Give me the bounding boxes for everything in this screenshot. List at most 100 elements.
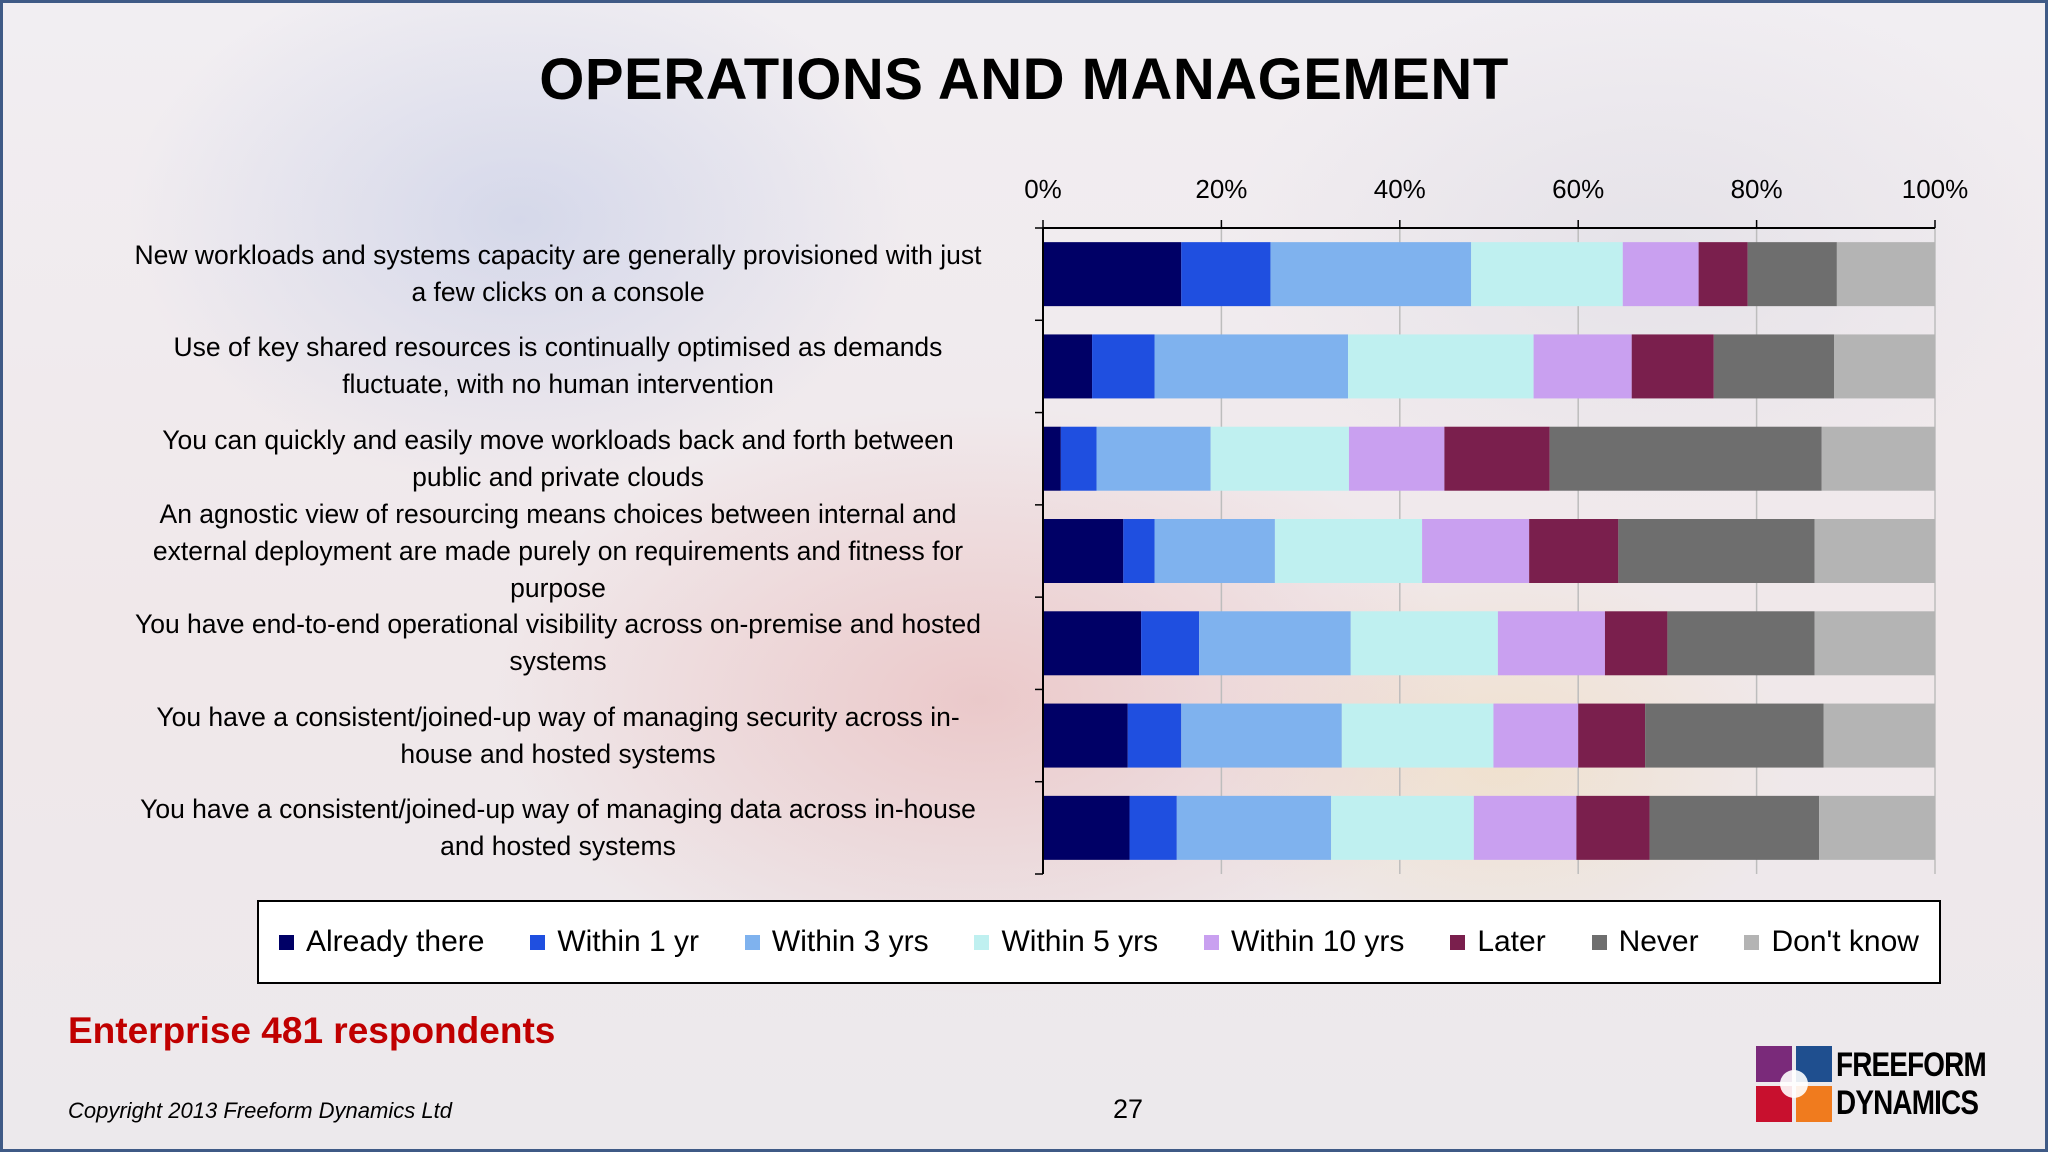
category-label-line: fluctuate, with no human intervention: [342, 369, 774, 400]
legend-item: Within 1 yr: [530, 925, 699, 959]
category-label: New workloads and systems capacity are g…: [98, 237, 1018, 311]
x-tick-label: 20%: [1195, 174, 1247, 204]
category-label-line: You have a consistent/joined-up way of m…: [140, 793, 976, 824]
freeform-dynamics-logo: FREEFORM DYNAMICS: [1756, 1046, 2008, 1122]
legend-label: Within 5 yrs: [1001, 925, 1159, 958]
category-label-line: You have a consistent/joined-up way of m…: [156, 701, 960, 732]
bar-segment: [1604, 611, 1668, 676]
bar-segment: [1814, 519, 1935, 583]
legend-swatch: [530, 934, 546, 950]
bar-segment: [1649, 795, 1820, 860]
x-tick-label: 80%: [1731, 174, 1783, 204]
category-label-line: external deployment are made purely on r…: [152, 535, 964, 566]
legend-label: Within 3 yrs: [771, 925, 929, 958]
logo-mark-icon: [1756, 1046, 1832, 1122]
legend-swatch: [1450, 934, 1466, 950]
bar-segment: [1834, 334, 1935, 399]
bar-segment: [1043, 334, 1093, 399]
page-number: 27: [1113, 1094, 1144, 1124]
bar-segment: [1043, 519, 1124, 583]
legend-label: Within 10 yrs: [1231, 925, 1405, 958]
bar-segment: [1341, 703, 1494, 768]
bar-segment: [1348, 334, 1534, 399]
category-label-line: New workloads and systems capacity are g…: [134, 240, 982, 271]
logo-line-1: FREEFORM: [1836, 1046, 1987, 1084]
bar-segment: [1348, 426, 1445, 491]
bar-segment: [1631, 334, 1714, 399]
bar-segment: [1533, 334, 1632, 399]
category-label: You have a consistent/joined-up way of m…: [98, 699, 1018, 773]
bar-segment: [1096, 426, 1211, 491]
bar-segment: [1092, 334, 1155, 399]
bar-segment: [1350, 611, 1498, 676]
bar-segment: [1622, 242, 1699, 307]
bar-segment: [1199, 611, 1351, 676]
bar-segment: [1043, 426, 1061, 491]
category-label-line: public and private clouds: [412, 461, 704, 492]
category-label: You can quickly and easily move workload…: [98, 422, 1018, 496]
bar-segment: [1618, 519, 1815, 583]
bar-segment: [1181, 703, 1342, 768]
category-label-line: An agnostic view of resourcing means cho…: [159, 498, 957, 529]
bar-segment: [1210, 426, 1349, 491]
category-label: You have end-to-end operational visibili…: [98, 606, 1018, 680]
legend-swatch: [1744, 934, 1760, 950]
legend-label: Never: [1618, 925, 1699, 958]
bar-segment: [1331, 795, 1474, 860]
category-label: You have a consistent/joined-up way of m…: [98, 791, 1018, 865]
bar-segment: [1493, 703, 1579, 768]
legend-item: Never: [1591, 925, 1699, 959]
bar-segment: [1645, 703, 1824, 768]
legend-label: Within 1 yr: [557, 925, 700, 958]
bar-segment: [1549, 426, 1822, 491]
bar-segment: [1698, 242, 1748, 307]
category-label: An agnostic view of resourcing means cho…: [98, 496, 1018, 607]
legend-swatch: [1204, 934, 1220, 950]
bar-segment: [1043, 703, 1128, 768]
legend-item: Later: [1450, 925, 1546, 959]
category-label-line: You have end-to-end operational visibili…: [134, 609, 982, 640]
bar-segment: [1819, 795, 1935, 860]
bar-segment: [1129, 795, 1177, 860]
legend-swatch: [279, 934, 294, 950]
bar-segment: [1578, 703, 1646, 768]
x-tick-label: 0%: [1024, 174, 1062, 204]
bar-segment: [1274, 519, 1423, 583]
category-label-line: Use of key shared resources is continual…: [173, 332, 943, 363]
category-label-line: a few clicks on a console: [411, 277, 705, 308]
category-label-line: systems: [509, 646, 607, 677]
category-label: Use of key shared resources is continual…: [98, 329, 1018, 403]
bar-segment: [1667, 611, 1815, 676]
logo-line-2: DYNAMICS: [1836, 1084, 1979, 1122]
slide-title: OPERATIONS AND MANAGEMENT: [539, 47, 1509, 112]
x-tick-label: 60%: [1552, 174, 1604, 204]
respondents-note: Enterprise 481 respondents: [68, 1010, 556, 1051]
legend-swatch: [744, 934, 760, 950]
category-label-line: You can quickly and easily move workload…: [162, 424, 954, 455]
x-tick-label: 40%: [1374, 174, 1426, 204]
legend-item: Already there: [279, 925, 484, 959]
legend-item: Within 10 yrs: [1204, 925, 1404, 959]
legend-item: Within 5 yrs: [974, 925, 1158, 959]
bar-segment: [1497, 611, 1605, 676]
legend-label: Later: [1477, 925, 1546, 958]
bar-segment: [1043, 242, 1182, 307]
bar-segment: [1123, 519, 1155, 583]
bar-segment: [1576, 795, 1650, 860]
bar-segment: [1747, 242, 1837, 307]
bar-segment: [1836, 242, 1935, 307]
bar-segment: [1181, 242, 1271, 307]
legend-label: Don't know: [1771, 925, 1919, 958]
legend-swatch: [974, 934, 990, 950]
copyright-text: Copyright 2013 Freeform Dynamics Ltd: [68, 1098, 452, 1123]
bar-segment: [1471, 242, 1623, 307]
legend-item: Don't know: [1744, 925, 1919, 959]
legend-swatch: [1591, 934, 1607, 950]
bar-segment: [1127, 703, 1182, 768]
bar-segment: [1060, 426, 1097, 491]
legend-item: Within 3 yrs: [744, 925, 929, 959]
x-tick-label: 100%: [1902, 174, 1969, 204]
legend-label: Already there: [306, 925, 485, 958]
bar-segment: [1529, 519, 1619, 583]
